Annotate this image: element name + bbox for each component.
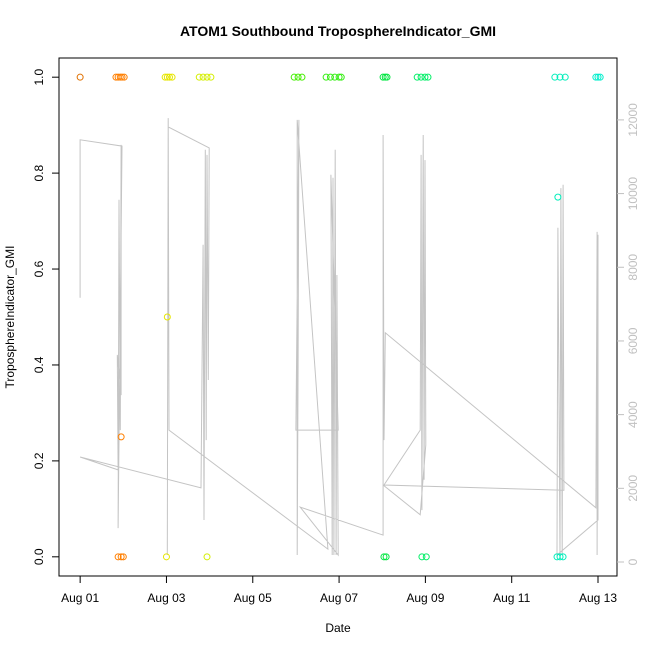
data-point <box>413 73 421 81</box>
y2-tick-label: 8000 <box>626 254 640 281</box>
data-point <box>561 73 569 81</box>
data-point <box>322 73 330 81</box>
data-point <box>294 73 302 81</box>
y-axis-label: TroposphereIndicator_GMI <box>3 246 17 389</box>
data-point <box>298 73 306 81</box>
x-tick-label: Aug 09 <box>406 591 444 605</box>
data-point <box>195 73 203 81</box>
data-point <box>199 73 207 81</box>
data-point <box>76 73 84 81</box>
x-tick-label: Aug 07 <box>320 591 358 605</box>
data-point <box>119 553 127 561</box>
data-point <box>165 73 173 81</box>
data-point <box>379 73 387 81</box>
data-point <box>559 553 567 561</box>
data-point <box>203 73 211 81</box>
data-point <box>326 73 334 81</box>
data-point <box>337 73 345 81</box>
x-tick-label: Aug 01 <box>61 591 99 605</box>
x-tick-label: Aug 13 <box>579 591 617 605</box>
data-point <box>162 553 170 561</box>
data-point <box>422 553 430 561</box>
data-point <box>424 73 432 81</box>
data-point <box>554 193 562 201</box>
data-point <box>380 553 388 561</box>
y-tick-label: 0.0 <box>32 548 46 565</box>
y-tick-label: 1.0 <box>32 69 46 86</box>
data-point <box>168 73 176 81</box>
y2-tick-label: 0 <box>626 558 640 565</box>
data-point <box>335 73 343 81</box>
data-point <box>290 73 298 81</box>
x-tick-label: Aug 03 <box>147 591 185 605</box>
y2-tick-label: 6000 <box>626 327 640 354</box>
data-point <box>556 73 564 81</box>
data-point <box>118 73 126 81</box>
data-point <box>163 313 171 321</box>
y-tick-label: 0.6 <box>32 260 46 277</box>
y2-tick-label: 4000 <box>626 401 640 428</box>
data-point <box>417 73 425 81</box>
data-point <box>418 553 426 561</box>
data-point <box>382 553 390 561</box>
data-point <box>203 553 211 561</box>
data-point <box>594 73 602 81</box>
data-point <box>207 73 215 81</box>
y2-tick-label: 10000 <box>626 177 640 211</box>
data-point <box>114 553 122 561</box>
data-line <box>79 118 599 557</box>
data-point <box>161 73 169 81</box>
y2-tick-label: 12000 <box>626 103 640 137</box>
data-point <box>551 73 559 81</box>
y2-tick-label: 2000 <box>626 475 640 502</box>
data-point <box>556 553 564 561</box>
data-point <box>120 73 128 81</box>
data-point <box>596 73 604 81</box>
chart-title: ATOM1 Southbound TroposphereIndicator_GM… <box>180 23 496 39</box>
y-tick-label: 0.4 <box>32 356 46 373</box>
plot-box <box>58 57 618 577</box>
data-point <box>117 553 125 561</box>
y-tick-label: 0.8 <box>32 164 46 181</box>
x-axis-label: Date <box>325 621 351 635</box>
data-point <box>383 73 391 81</box>
data-point <box>117 433 125 441</box>
data-point <box>163 73 171 81</box>
y-tick-label: 0.2 <box>32 452 46 469</box>
x-tick-label: Aug 05 <box>234 591 272 605</box>
x-tick-label: Aug 11 <box>493 591 530 605</box>
data-point <box>421 73 429 81</box>
data-point <box>592 73 600 81</box>
